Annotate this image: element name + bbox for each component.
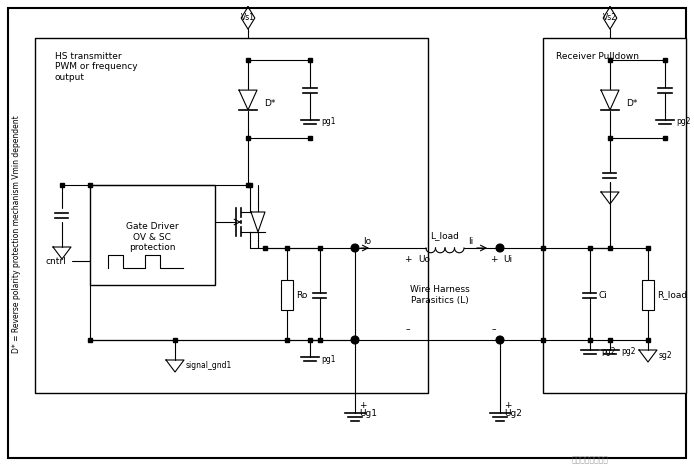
Text: D*: D* [264, 98, 276, 107]
Circle shape [351, 336, 359, 344]
Text: cntrl: cntrl [46, 256, 67, 266]
Text: pg1: pg1 [321, 117, 335, 126]
Bar [642, 280, 654, 310]
Text: Ci: Ci [599, 291, 608, 300]
Text: 汽车电子硬件设计: 汽车电子硬件设计 [571, 456, 609, 465]
Text: Receiver Pulldown: Receiver Pulldown [556, 52, 639, 61]
Text: pg2: pg2 [676, 117, 691, 126]
Text: L_load: L_load [430, 231, 459, 240]
Circle shape [496, 336, 504, 344]
Bar [35, 38, 428, 393]
Text: –: – [406, 325, 410, 334]
Circle shape [496, 244, 504, 252]
Polygon shape [239, 90, 257, 110]
Text: pg1: pg1 [321, 354, 335, 363]
Text: +: + [504, 401, 511, 410]
Text: pg2: pg2 [601, 348, 616, 357]
Text: Ug2: Ug2 [504, 408, 522, 418]
Text: Wire Harness
Parasitics (L): Wire Harness Parasitics (L) [410, 285, 470, 304]
Text: sg2: sg2 [659, 351, 672, 360]
Text: +: + [359, 401, 366, 410]
Text: +: + [490, 256, 498, 265]
Circle shape [351, 244, 359, 252]
Polygon shape [601, 90, 619, 110]
Text: –: – [492, 325, 496, 334]
Text: R_load: R_load [657, 291, 687, 300]
Text: Ui: Ui [503, 256, 512, 265]
Text: Ro: Ro [296, 291, 307, 300]
Bar [543, 38, 686, 393]
Text: +: + [404, 256, 412, 265]
Text: pg2: pg2 [621, 348, 636, 357]
Text: Uo: Uo [418, 256, 430, 265]
Bar [281, 280, 293, 310]
Text: Io: Io [363, 237, 371, 246]
Bar [90, 185, 215, 285]
Text: D* = Reverse polarity protection mechanism Vmin dependent: D* = Reverse polarity protection mechani… [12, 115, 22, 353]
Text: Ii: Ii [468, 237, 473, 246]
Text: HS transmitter
PWM or frequency
output: HS transmitter PWM or frequency output [55, 52, 137, 82]
Text: Gate Driver
OV & SC
protection: Gate Driver OV & SC protection [126, 222, 178, 252]
Text: Ug1: Ug1 [359, 408, 377, 418]
Text: Vs2: Vs2 [603, 13, 617, 22]
Text: Vs1: Vs1 [241, 13, 255, 22]
Text: signal_gnd1: signal_gnd1 [186, 361, 232, 370]
Polygon shape [251, 212, 265, 232]
Text: D*: D* [626, 98, 637, 107]
